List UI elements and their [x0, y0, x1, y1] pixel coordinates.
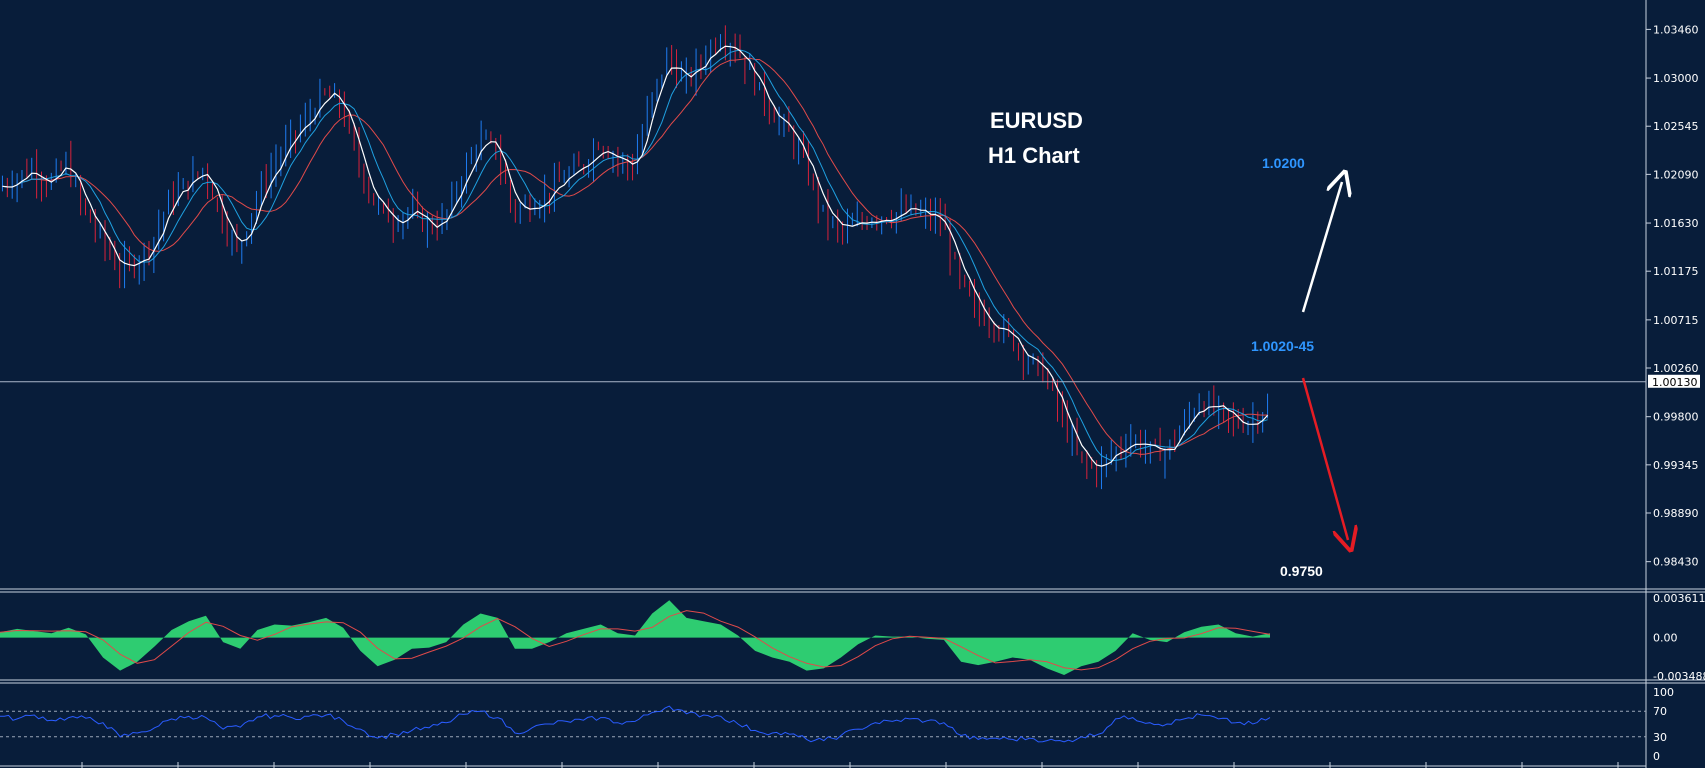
chart-title-timeframe: H1 Chart: [988, 143, 1080, 168]
price-tick-label: 1.01175: [1653, 265, 1699, 278]
rsi-tick-label: 0: [1653, 750, 1660, 763]
oscillator-tick-label: 0.003611: [1653, 592, 1705, 605]
price-series-layer: [1, 25, 1269, 490]
oscillator-histogram: [0, 600, 1270, 675]
rsi-line: [0, 705, 1271, 743]
current-price-value: 1.00130: [1652, 376, 1698, 389]
price-tick-label: 1.00260: [1653, 362, 1699, 375]
price-tick-label: 1.02545: [1653, 120, 1699, 133]
upper-target-label: 1.0200: [1262, 155, 1305, 171]
oscillator-tick-label: 0.00: [1653, 632, 1678, 645]
chart-title-symbol: EURUSD: [990, 108, 1083, 133]
lower-target-label: 0.9750: [1280, 563, 1323, 579]
rsi-layer: 100 70 30 0: [0, 686, 1674, 763]
price-tick-label: 0.99345: [1653, 459, 1699, 472]
current-price-tag: [1648, 374, 1700, 388]
price-tick-label: 0.98890: [1653, 507, 1699, 520]
pivot-label: 1.0020-45: [1251, 338, 1314, 354]
ma-fast: [2, 45, 1269, 467]
bearish-arrow: [1301, 377, 1348, 540]
price-tick-label: 1.03460: [1653, 23, 1699, 36]
bullish-arrow: [1301, 182, 1342, 313]
price-tick-label: 0.98430: [1653, 556, 1699, 569]
rsi-tick-label: 30: [1653, 731, 1667, 744]
oscillator-layer: 0.003611 0.00 -0.003488: [0, 592, 1705, 683]
time-axis-ticks: [81, 762, 1619, 768]
price-tick-label: 1.01630: [1653, 217, 1699, 230]
price-tick-label: 0.99800: [1653, 411, 1699, 424]
price-axis-ticks: 1.03460 1.03000 1.02545 1.02090 1.01630 1.011…: [1646, 23, 1699, 569]
oscillator-signal: [0, 610, 1271, 671]
price-tick-label: 1.03000: [1653, 72, 1699, 85]
ma-slow: [2, 57, 1268, 455]
price-tick-label: 1.02090: [1653, 168, 1699, 181]
price-tick-label: 1.00715: [1653, 314, 1699, 327]
oscillator-tick-label: -0.003488: [1653, 670, 1705, 683]
rsi-tick-label: 100: [1653, 686, 1674, 699]
rsi-tick-label: 70: [1653, 705, 1667, 718]
